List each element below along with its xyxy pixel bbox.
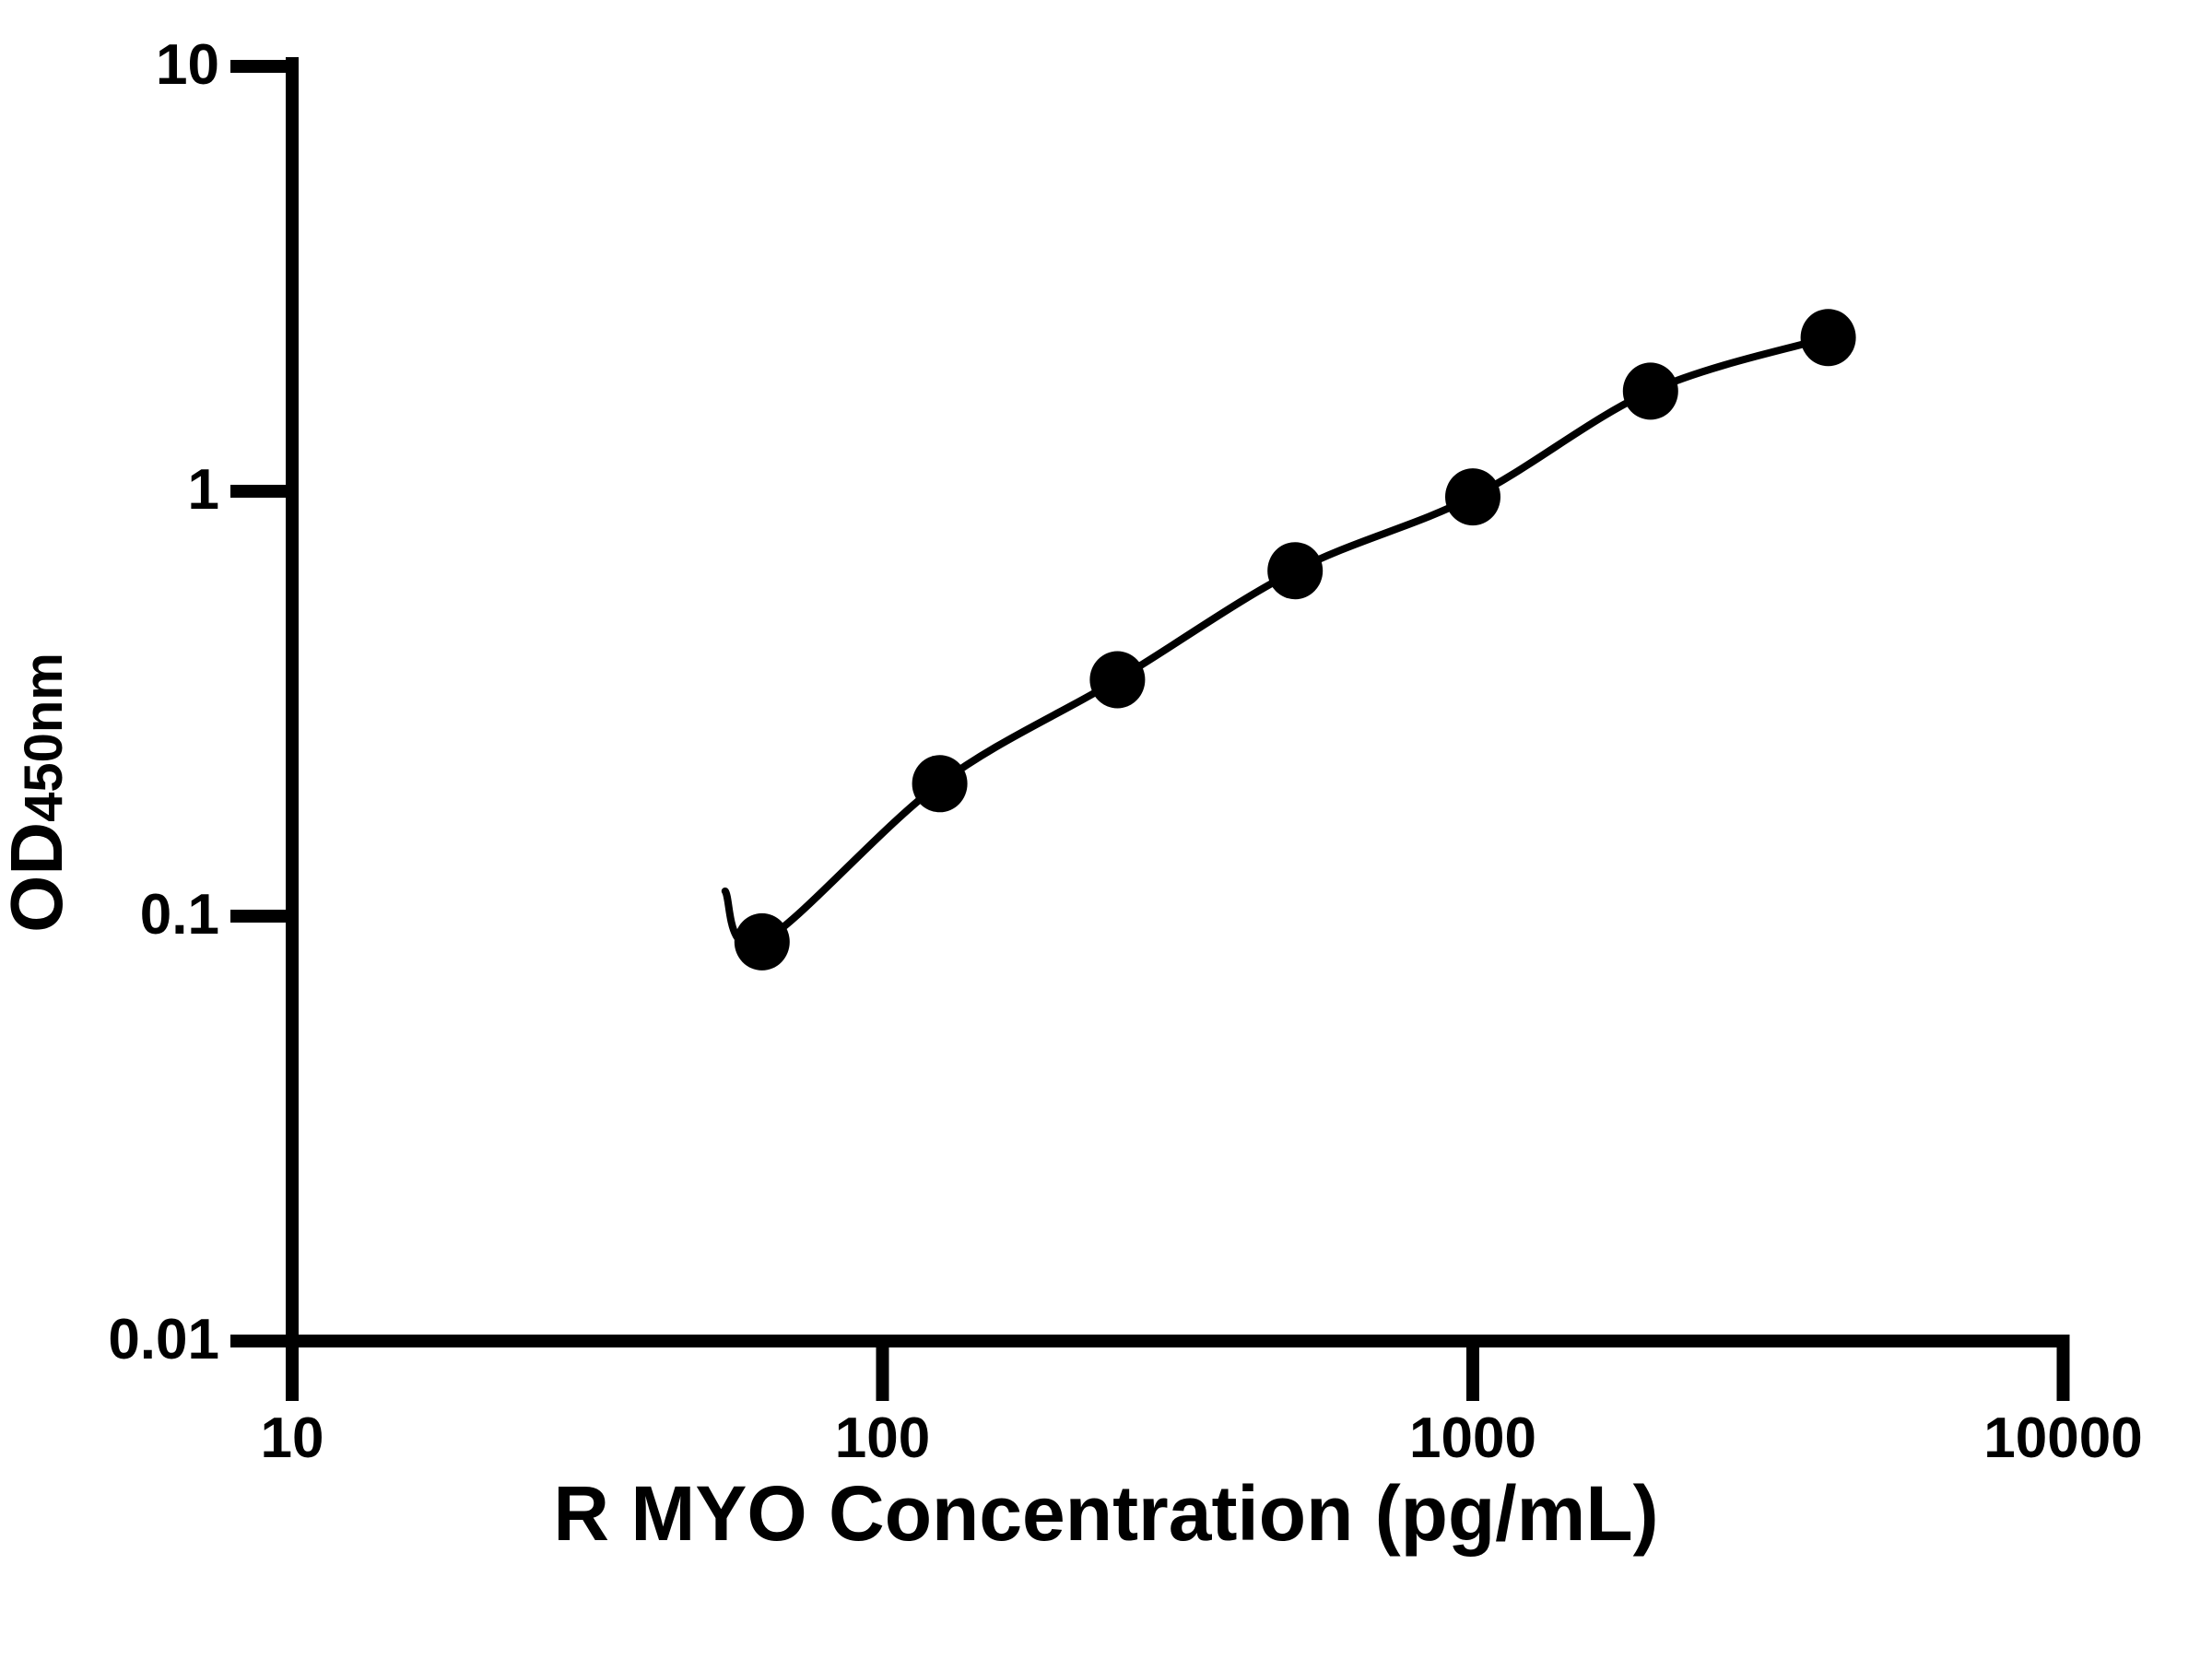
data-point-marker <box>1445 468 1500 526</box>
y-tick-label: 0.01 <box>108 1308 219 1371</box>
y-tick-label: 0.1 <box>139 883 219 947</box>
x-tick-marks <box>286 1335 2070 1401</box>
data-point-marker <box>1622 362 1678 420</box>
data-point-marker <box>734 912 790 971</box>
x-tick-label: 10 <box>260 1406 324 1470</box>
x-tick-label: 100 <box>834 1406 931 1470</box>
fit-curve-line <box>721 334 1832 949</box>
data-point-marker <box>1267 542 1324 600</box>
y-tick-marks <box>230 60 295 1347</box>
data-point-marker <box>912 755 968 813</box>
y-tick-label: 10 <box>156 33 219 97</box>
y-axis-title-subscript: 450nm <box>14 653 74 822</box>
y-axis-title: OD450nm <box>0 516 77 1069</box>
y-tick-label: 1 <box>187 458 219 522</box>
x-tick-label: 10000 <box>1983 1406 2143 1470</box>
axes-group <box>286 57 2067 1347</box>
data-point-marker <box>1800 309 1856 367</box>
x-axis-title: R MYO Concentration (pg/mL) <box>553 1470 1659 1557</box>
y-axis-title-main: OD <box>0 821 77 933</box>
x-tick-label: 1000 <box>1409 1406 1536 1470</box>
data-point-marker <box>1089 651 1146 709</box>
data-point-markers <box>734 309 1856 971</box>
